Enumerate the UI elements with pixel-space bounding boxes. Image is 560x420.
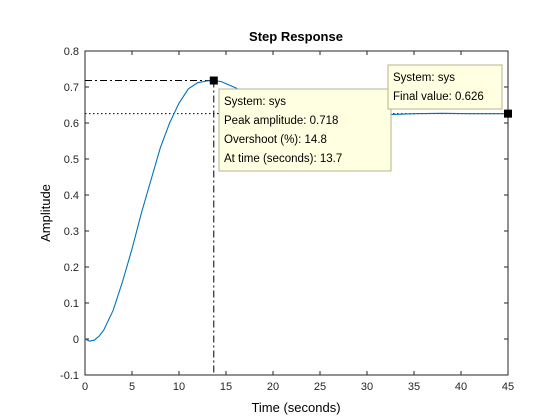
y-axis-label: Amplitude <box>38 184 53 242</box>
final-datatip: System: sys Final value: 0.626 <box>387 64 503 110</box>
final-datatip-line: Final value: 0.626 <box>393 91 484 103</box>
x-tick-label: 10 <box>173 381 185 393</box>
peak-datatip: System: sys Peak amplitude: 0.718 Overshoo… <box>218 88 392 172</box>
y-tick-label: 0 <box>73 334 79 346</box>
peak-datatip-line: At time (seconds): 13.7 <box>224 153 342 165</box>
peak-datatip-line: System: sys <box>224 96 286 108</box>
peak-datatip-line: Peak amplitude: 0.718 <box>224 115 338 127</box>
peak-datatip-box <box>218 88 392 172</box>
x-tick-label: 20 <box>267 381 279 393</box>
y-tick-label: 0.7 <box>64 82 79 94</box>
final-datatip-box <box>387 64 503 110</box>
peak-datatip-line: Overshoot (%): 14.8 <box>224 134 327 146</box>
y-tick-label: 0.5 <box>64 154 79 166</box>
y-tick-label: 0.6 <box>64 118 79 130</box>
final-marker <box>504 109 512 118</box>
peak-marker <box>209 76 218 85</box>
x-tick-label: 40 <box>455 381 467 393</box>
y-tick-label: 0.2 <box>64 262 79 274</box>
y-tick-label: 0.3 <box>64 226 79 238</box>
x-tick-label: 15 <box>220 381 232 393</box>
x-tick-label: 5 <box>129 381 135 393</box>
y-tick-label: -0.1 <box>60 370 79 382</box>
final-datatip-line: System: sys <box>393 72 455 84</box>
x-tick-label: 25 <box>314 381 326 393</box>
x-tick-label: 30 <box>361 381 373 393</box>
y-tick-label: 0.1 <box>64 298 79 310</box>
plot-area: 0 5 10 15 20 25 30 35 40 45-0.100.10.20.30.40.50.… <box>60 46 514 393</box>
y-tick-label: 0.8 <box>64 46 79 58</box>
y-tick-label: 0.4 <box>64 190 79 202</box>
x-axis-label: Time (seconds) <box>251 400 340 415</box>
chart-title: Step Response <box>249 29 343 44</box>
x-tick-label: 0 <box>82 381 88 393</box>
x-tick-label: 35 <box>408 381 420 393</box>
x-tick-label: 45 <box>502 381 514 393</box>
